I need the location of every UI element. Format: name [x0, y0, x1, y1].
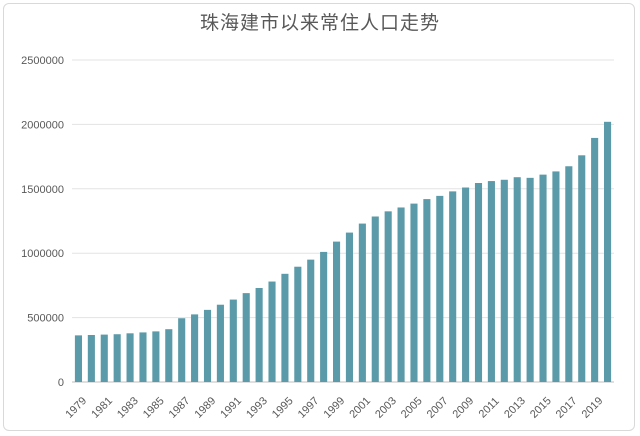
x-tick-label: 2001	[347, 395, 373, 421]
y-tick-label: 0	[58, 377, 64, 389]
x-tick-label: 1985	[141, 395, 167, 421]
bar-1983	[126, 333, 134, 382]
bar-2016	[552, 171, 560, 382]
x-tick-label: 2005	[399, 395, 425, 421]
bar-2010	[474, 183, 483, 382]
bar-2007	[436, 195, 444, 382]
bar-1980	[87, 334, 95, 382]
bar-1981	[100, 334, 108, 382]
bar-2018	[578, 155, 586, 382]
bar-2000	[345, 232, 353, 382]
y-tick-label: 500000	[27, 313, 64, 325]
bar-2003	[384, 211, 392, 382]
x-tick-label: 2017	[554, 395, 580, 421]
bar-1989	[203, 309, 212, 382]
x-tick-label: 1993	[244, 395, 270, 421]
bar-41	[604, 121, 612, 382]
x-tick-label: 1979	[63, 395, 89, 421]
x-tick-label: 2009	[451, 395, 477, 421]
x-tick-label: 2007	[425, 395, 451, 421]
bar-1986	[165, 329, 173, 382]
y-tick-label: 2500000	[21, 55, 64, 67]
bar-1997	[307, 259, 315, 382]
bar-1982	[113, 334, 121, 382]
bar-1999	[333, 241, 341, 382]
bar-1984	[139, 332, 147, 382]
bar-2013	[513, 177, 521, 382]
x-tick-label: 2013	[502, 395, 528, 421]
bar-2005	[410, 203, 418, 382]
chart-title: 珠海建市以来常住人口走势	[199, 12, 440, 34]
gridlines	[72, 59, 614, 383]
x-tick-label: 1987	[167, 395, 193, 421]
y-axis-ticks: 0 500000 1000000 1500000 2000000 2500000	[21, 55, 64, 389]
bar-2001	[358, 223, 366, 382]
bar-2017	[565, 166, 573, 382]
bar-1988	[191, 314, 199, 382]
bar-2011	[487, 181, 495, 382]
bar-1998	[320, 251, 328, 382]
y-tick-label: 1000000	[21, 248, 64, 260]
bars	[74, 121, 612, 382]
x-tick-label: 1997	[296, 395, 322, 421]
bar-1985	[152, 331, 160, 382]
y-tick-label: 2000000	[21, 119, 64, 131]
bar-1991	[229, 299, 237, 382]
bar-1995	[281, 273, 289, 382]
bar-2015	[539, 174, 547, 382]
bar-1990	[216, 304, 224, 382]
x-tick-label: 1999	[322, 395, 348, 421]
bar-1994	[268, 281, 276, 382]
bar-1987	[178, 318, 186, 382]
x-tick-label: 1989	[192, 395, 218, 421]
bar-2019	[591, 137, 599, 382]
bar-2004	[397, 207, 405, 382]
x-tick-label: 2003	[373, 395, 399, 421]
x-tick-label: 2015	[528, 395, 554, 421]
x-tick-label: 2011	[477, 395, 502, 420]
bar-1996	[294, 266, 302, 382]
bar-2009	[462, 187, 470, 382]
bar-2012	[500, 179, 508, 382]
x-tick-label: 1983	[115, 395, 141, 421]
bar-2006	[423, 199, 431, 382]
x-tick-label: 2019	[580, 395, 606, 421]
bar-1979	[74, 335, 82, 382]
bar-1993	[255, 287, 263, 382]
x-axis-ticks: 1979 1981 1983 1985 1987 1989 1991 1993 1995 1997…	[63, 395, 605, 421]
bar-1992	[242, 293, 250, 382]
bar-2014	[526, 177, 534, 382]
bar-2008	[449, 191, 457, 382]
y-tick-label: 1500000	[21, 184, 64, 196]
x-tick-label: 1995	[270, 395, 296, 421]
x-tick-label: 1991	[218, 395, 244, 421]
bar-2002	[371, 216, 379, 382]
x-tick-label: 1981	[89, 395, 115, 421]
